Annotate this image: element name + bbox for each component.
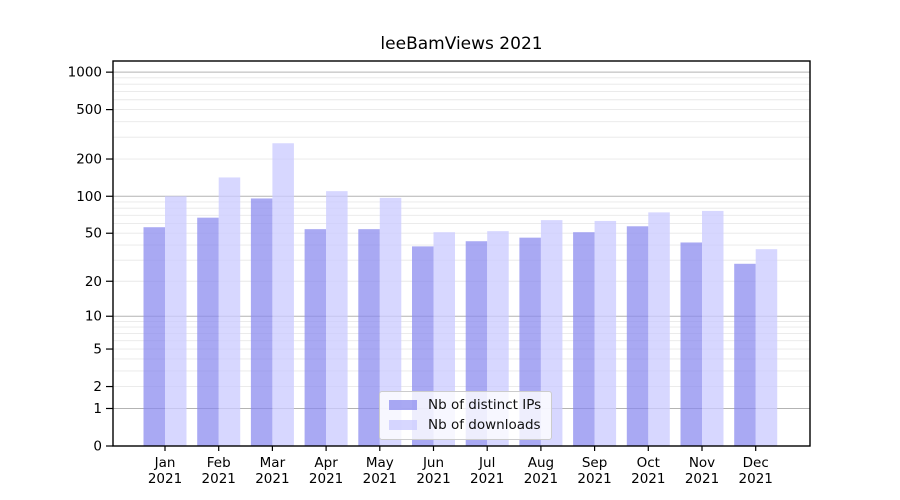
bar-apr-distinct-ips [304,229,327,446]
x-tick-label-year: 2021 [416,471,450,487]
plot-border [112,60,811,447]
y-tick-label: 5 [93,342,102,358]
y-tick-label: 1000 [68,65,102,81]
y-tick-label: 0 [93,439,102,455]
y-tick-label: 200 [76,152,102,168]
x-tick-label-month: Jun [422,455,444,471]
y-tick-label: 50 [85,226,102,242]
x-tick-label-month: Jan [154,455,176,471]
bar-aug-downloads [540,220,563,446]
bar-nov-distinct-ips [680,242,702,446]
bar-apr-downloads [326,191,348,446]
bar-jan-distinct-ips [143,227,165,446]
x-tick-label-month: May [366,455,394,471]
x-tick-label-year: 2021 [255,471,289,487]
bar-oct-downloads [648,212,670,446]
x-tick-label-month: Nov [689,455,715,471]
bar-mar-downloads [272,143,294,446]
bar-may-downloads [379,197,402,446]
y-tick-label: 20 [85,274,102,290]
x-tick-label-year: 2021 [363,471,397,487]
bar-dec-distinct-ips [734,263,756,446]
x-tick-label-year: 2021 [577,471,611,487]
x-tick-label-year: 2021 [631,471,665,487]
x-tick-label-month: Jul [478,455,495,471]
legend-item-distinct-ips: Nb of distinct IPs [389,397,541,413]
bar-nov-downloads [702,210,724,446]
bar-sep-downloads [594,220,617,446]
legend-label-distinct-ips: Nb of distinct IPs [428,397,542,413]
bar-feb-distinct-ips [197,217,219,446]
x-tick-label-year: 2021 [470,471,504,487]
x-tick-label-year: 2021 [202,471,236,487]
legend-item-downloads: Nb of downloads [389,417,541,433]
x-tick-label-year: 2021 [685,471,719,487]
chart-title: leeBamViews 2021 [380,34,543,54]
x-tick-label-month: Feb [207,455,231,471]
x-tick-label-month: Apr [314,455,338,471]
bar-jan-downloads [165,196,187,446]
legend-label-downloads: Nb of downloads [428,417,541,433]
x-tick-label-month: Sep [582,455,607,471]
bar-mar-distinct-ips [250,198,273,446]
x-tick-label-year: 2021 [309,471,343,487]
y-tick-label: 2 [93,379,102,395]
bar-may-distinct-ips [358,229,380,446]
y-tick-label: 500 [76,102,102,118]
bar-sep-distinct-ips [573,232,595,446]
y-tick-label: 10 [85,309,102,325]
x-tick-label-year: 2021 [148,471,182,487]
legend-swatch-downloads [389,420,417,430]
y-tick-label: 1 [93,401,102,417]
x-tick-label-month: Aug [528,455,554,471]
bar-dec-downloads [755,249,778,446]
legend-swatch-distinct-ips [389,400,417,410]
bar-oct-distinct-ips [626,226,649,446]
x-tick-label-month: Mar [260,455,286,471]
x-tick-label-month: Dec [743,455,769,471]
y-tick-label: 100 [76,189,102,205]
legend: Nb of distinct IPs Nb of downloads [379,391,553,440]
bar-feb-downloads [218,177,241,446]
x-tick-label-year: 2021 [739,471,773,487]
x-tick-label-month: Oct [637,455,660,471]
x-tick-label-year: 2021 [524,471,558,487]
